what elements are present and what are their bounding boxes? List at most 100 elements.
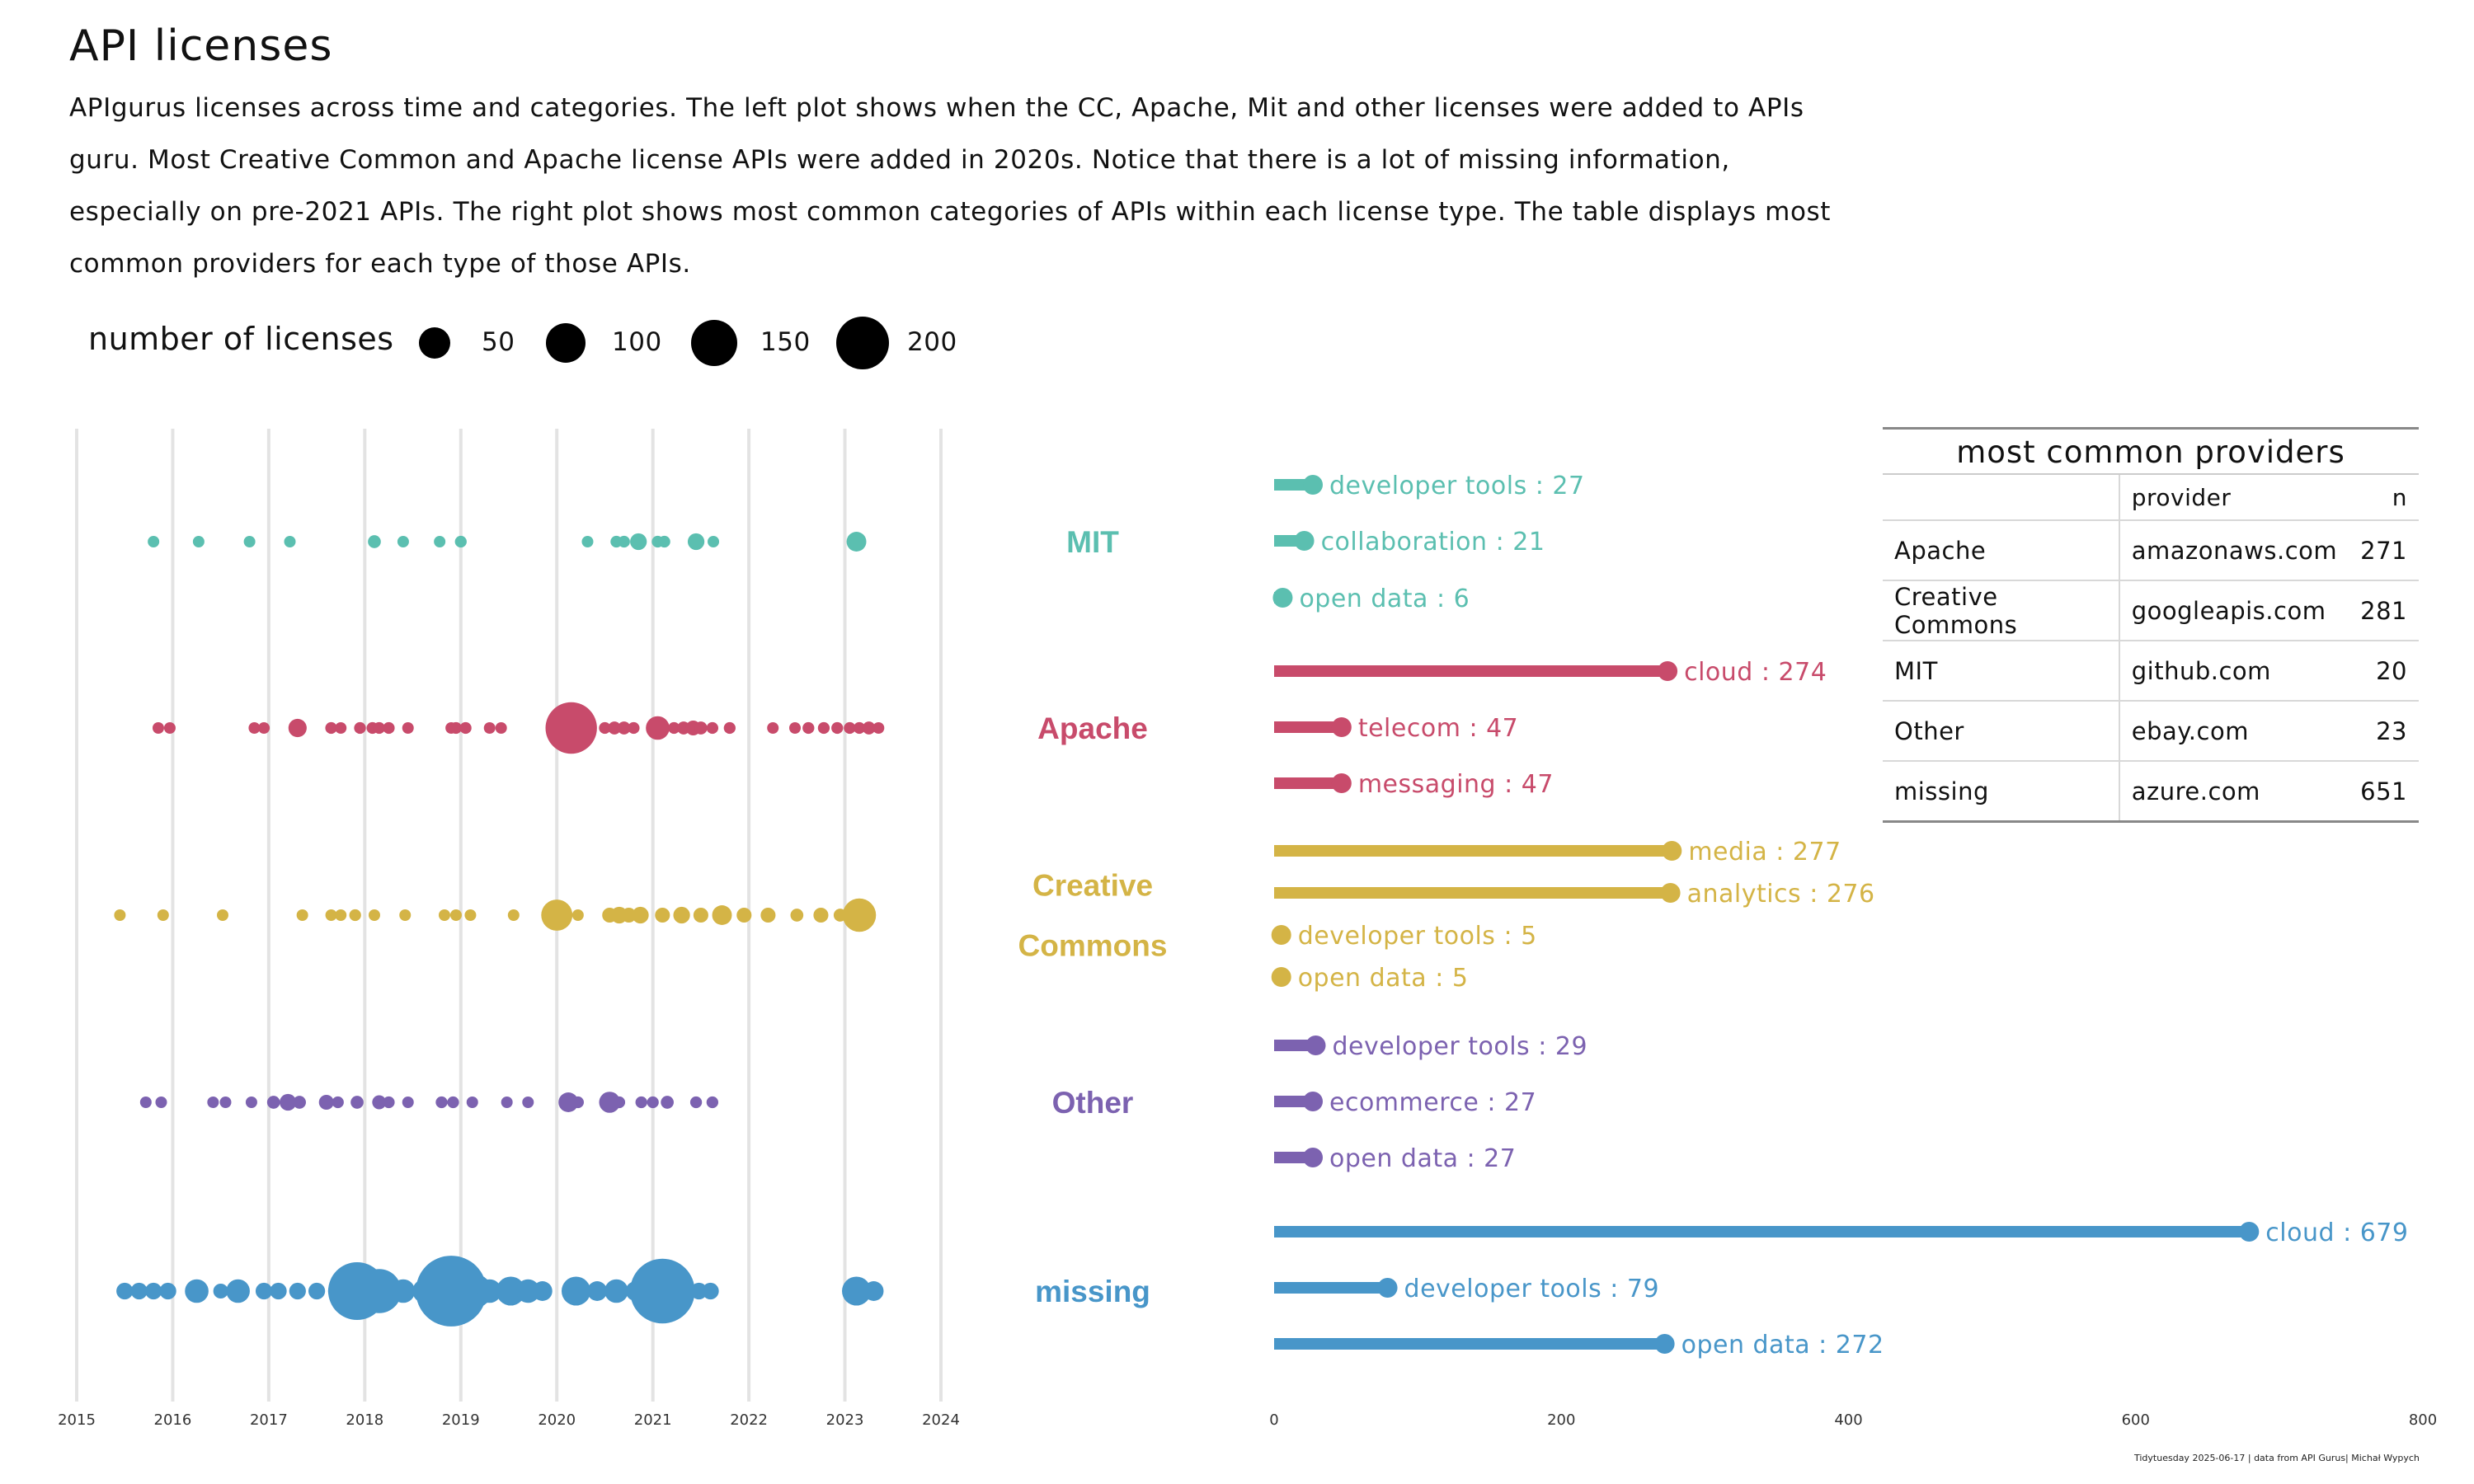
bubble-point (628, 721, 640, 735)
bubble-point (599, 1092, 621, 1113)
bubble-point (280, 1093, 297, 1111)
bubble-point (842, 1276, 872, 1306)
bubble-point (831, 721, 844, 735)
bubble-point (515, 1279, 540, 1303)
table-row: Creative Commons googleapis.com 281 (1883, 580, 2419, 641)
bubble-point (483, 722, 496, 734)
lollipop-head (1271, 925, 1291, 945)
bubble-point (844, 721, 856, 735)
bubble-point (114, 909, 126, 921)
bubble-point (706, 1096, 719, 1109)
bubble-point (621, 907, 637, 923)
x-tick-label: 2023 (826, 1411, 864, 1429)
bubble-point (335, 909, 347, 921)
bubble-point (373, 721, 385, 735)
cell-license: Apache (1883, 520, 2120, 581)
bubble-point (872, 722, 885, 734)
bar-label: analytics : 276 (1687, 880, 1875, 909)
lollipop-head (1660, 883, 1681, 903)
bubble-point (495, 722, 507, 734)
caption: Tidytuesday 2025-06-17 | data from API G… (2134, 1453, 2420, 1463)
bubble-point (157, 909, 169, 921)
bubble-point (690, 1282, 708, 1300)
lollipop-head (1303, 1148, 1324, 1167)
bubble-point (464, 909, 477, 921)
bubble-point (349, 909, 361, 922)
bubble-point (708, 536, 720, 547)
bubble-point (325, 721, 337, 735)
bar-label: telecom : 47 (1358, 714, 1518, 743)
bubble-point (383, 1096, 395, 1109)
x-tick-label: 200 (1547, 1411, 1575, 1429)
bubble-point (608, 721, 621, 735)
bubble-point (661, 1096, 674, 1109)
cell-n: 271 (2349, 520, 2419, 581)
bubble-point (581, 536, 594, 547)
x-tick-label: 2021 (634, 1411, 672, 1429)
bubble-point (289, 1282, 306, 1300)
bubble-point (558, 1092, 579, 1112)
bubble-point (760, 907, 776, 923)
bubble-point (846, 532, 867, 552)
cell-provider: ebay.com (2119, 701, 2349, 762)
bubble-point (646, 716, 670, 740)
lollipop-head (1658, 661, 1678, 681)
license-labels: MIT Apache Creative Commons Other missing (1018, 525, 1168, 1308)
bubble-point (693, 907, 708, 923)
cell-n: 651 (2349, 761, 2419, 823)
table-header-row: provider n (1883, 475, 2419, 521)
bubble-point (658, 535, 670, 548)
legend-title: number of licenses (88, 321, 394, 357)
bubble-point (813, 907, 829, 923)
providers-table: most common providers provider n Apache … (1883, 427, 2419, 823)
bubble-point (192, 536, 205, 547)
bubble-point (416, 1256, 487, 1327)
bubble-point (862, 721, 876, 735)
bubble-point (842, 898, 877, 932)
cell-n: 20 (2349, 641, 2419, 702)
lollipop-head (1662, 841, 1682, 861)
bubble-point (318, 1094, 334, 1111)
bubble-point (687, 533, 705, 551)
bubble-point (789, 722, 802, 734)
license-label: Commons (1018, 929, 1168, 963)
timeline-bubbles (114, 532, 885, 1327)
bubble-point (459, 721, 472, 735)
bubble-point (434, 536, 446, 547)
bubble-point (613, 1096, 626, 1109)
bubble-point (357, 1269, 402, 1313)
legend-dot-150 (691, 320, 737, 366)
bar-label: developer tools : 29 (1332, 1032, 1587, 1061)
bubble-point (817, 721, 830, 735)
bubble-point (454, 535, 467, 548)
bubble-point (449, 909, 462, 921)
bubble-point (802, 721, 815, 735)
cell-license: Other (1883, 701, 2120, 762)
bubble-point (501, 1097, 513, 1108)
legend-label-50: 50 (482, 327, 515, 357)
bubble-point (853, 721, 866, 735)
bubble-point (706, 721, 719, 735)
bubble-point (248, 722, 261, 734)
bubble-point (155, 1097, 167, 1108)
bubble-point (402, 1097, 414, 1108)
bubble-point (689, 1096, 703, 1109)
lollipop-head (2239, 1222, 2260, 1242)
bubble-point (391, 1279, 416, 1303)
legend-dot-200 (836, 317, 889, 369)
bubble-point (532, 1281, 553, 1301)
bubble-point (790, 909, 804, 922)
bubble-point (245, 1097, 257, 1108)
bubble-point (496, 1276, 525, 1306)
bubble-point (673, 906, 690, 924)
bubble-point (587, 1281, 608, 1301)
lollipop-head (1331, 717, 1352, 737)
license-label: missing (1035, 1275, 1150, 1308)
legend-label-100: 100 (612, 327, 662, 357)
bubble-point (325, 909, 337, 921)
bubble-point (447, 1096, 459, 1109)
bar-label: open data : 272 (1681, 1331, 1884, 1360)
bubble-point (545, 702, 597, 754)
cell-n: 23 (2349, 701, 2419, 762)
bubble-point (668, 721, 680, 735)
